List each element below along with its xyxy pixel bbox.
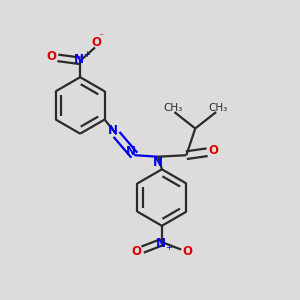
Text: CH₃: CH₃ xyxy=(208,103,227,112)
Text: N: N xyxy=(126,145,136,158)
Text: N: N xyxy=(108,124,118,137)
Text: O: O xyxy=(131,244,141,258)
Text: O: O xyxy=(92,36,101,49)
Text: N: N xyxy=(153,155,163,169)
Text: N: N xyxy=(74,53,84,66)
Text: O: O xyxy=(183,244,193,258)
Text: N: N xyxy=(155,237,165,250)
Text: O: O xyxy=(209,144,219,157)
Text: ⁻: ⁻ xyxy=(133,251,138,261)
Text: CH₃: CH₃ xyxy=(163,103,183,112)
Text: +: + xyxy=(165,243,172,252)
Text: ⁻: ⁻ xyxy=(98,33,104,43)
Text: O: O xyxy=(46,50,56,63)
Text: +: + xyxy=(83,50,90,59)
